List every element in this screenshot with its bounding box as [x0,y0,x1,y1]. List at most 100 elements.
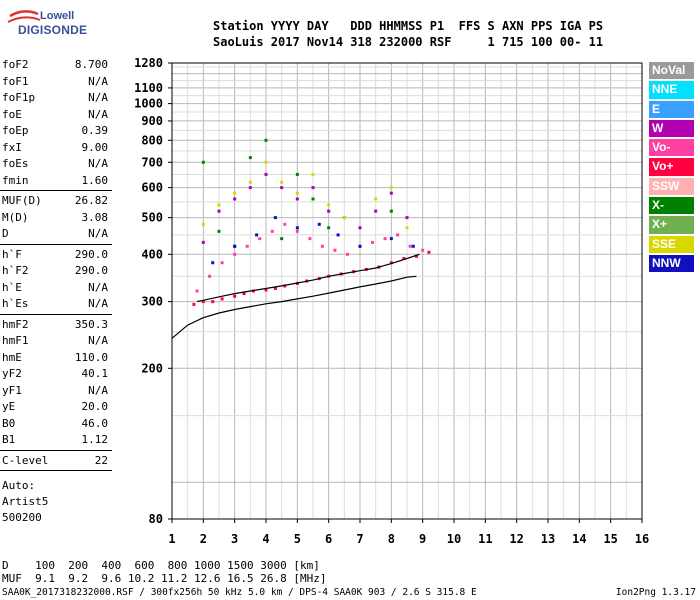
echo-point [421,248,425,252]
param-group-2: MUF(D) 26.82 M(D) 3.08 D N/A [0,193,112,243]
param-separator [0,470,112,471]
y-tick-label: 700 [141,155,163,169]
logo-mark-icon [7,10,41,23]
echo-point [389,209,393,213]
param-row: foF1p N/A [0,90,112,107]
param-value: 1.60 [81,173,109,187]
param-value: N/A [88,74,108,88]
x-tick-label: 6 [325,532,332,546]
muf-frequency-row: MUF 9.1 9.2 9.6 10.2 11.2 12.6 16.5 26.8… [2,572,327,585]
echo-point [411,244,415,248]
param-row: hmF1 N/A [0,333,112,350]
header-line-1: Station YYYY DAY DDD HHMMSS P1 FFS S AXN… [213,19,604,33]
echo-point [295,191,299,195]
x-tick-label: 13 [541,532,555,546]
echo-point [233,252,237,256]
param-label: hmE [2,350,22,364]
param-value: 290.0 [74,264,108,277]
param-group-5: C-level 22 [0,453,112,470]
param-value: 20.0 [81,400,109,413]
echo-point [333,248,337,252]
echo-point [195,289,199,293]
param-value: 8.700 [74,58,108,71]
param-label: foF1p [2,91,36,104]
legend-item: X- [649,197,694,215]
echo-point [220,297,224,301]
polarization-legend: NoVal NNE E W Vo- Vo+ SSW X- X+ SSE NNW [649,62,694,274]
echo-point [192,302,196,306]
param-row: hmF2 350.3 [0,317,112,334]
header-line-2: SaoLuis 2017 Nov14 318 232000 RSF 1 715 … [213,35,604,49]
param-value: 40.1 [81,367,109,380]
param-row: h`Es N/A [0,296,112,313]
legend-item: SSE [649,235,694,253]
echo-point [211,261,215,265]
legend-item: X+ [649,216,694,234]
echo-point [208,274,212,278]
x-tick-label: 4 [262,532,269,546]
x-tick-label: 9 [419,532,426,546]
param-value: N/A [88,107,108,121]
param-label: h`F2 [2,264,29,277]
y-tick-label: 400 [141,247,163,261]
echo-point [280,186,284,190]
echo-point [414,254,418,258]
echo-point [427,250,431,254]
param-label: yF1 [2,383,22,397]
param-value: 110.0 [74,350,108,364]
param-label: yF2 [2,367,22,380]
param-label: D [2,227,9,240]
x-tick-label: 2 [200,532,207,546]
echo-point [383,237,387,241]
y-tick-label: 800 [141,133,163,147]
param-label: foEs [2,157,29,170]
param-row: hmE 110.0 [0,350,112,367]
y-tick-label: 80 [149,512,163,526]
param-label: hmF1 [2,334,29,347]
legend-item: Vo+ [649,158,694,176]
legend-item: SSW [649,177,694,196]
file-info-footer: SAA0K_2017318232000.RSF / 300fx256h 50 k… [2,587,477,598]
param-group-4: hmF2 350.3 hmF1 N/A hmE 110.0 yF2 40.1 yF1 N/A yE 2… [0,317,112,449]
param-row: foEp 0.39 [0,123,112,140]
x-tick-label: 1 [168,532,175,546]
echo-point [405,216,409,220]
echo-point [358,226,362,230]
legend-item: E [649,100,694,118]
artist-info: Auto: Artist5 500200 [2,478,48,526]
echo-point [264,160,268,164]
echo-point [327,209,331,213]
echo-point [211,300,215,304]
param-label: h`F [2,247,22,261]
x-tick-label: 14 [572,532,586,546]
param-row: foF2 8.700 [0,57,112,74]
echo-point [264,172,268,176]
echo-point [374,197,378,201]
x-tick-label: 5 [294,532,301,546]
echo-point [311,172,315,176]
param-value: N/A [88,91,108,104]
legend-item: NNE [649,81,694,99]
x-tick-label: 3 [231,532,238,546]
echo-point [317,222,321,226]
param-value: 9.00 [81,140,109,154]
echo-point [389,186,393,190]
artist-line-3: 500200 [2,511,42,524]
param-row: h`F 290.0 [0,247,112,264]
param-group-1: foF2 8.700 foF1 N/A foF1p N/A foE N/A foEp 0.39 fx… [0,57,112,189]
echo-point [248,156,252,160]
echo-point [273,216,277,220]
y-tick-label: 600 [141,181,163,195]
param-separator [0,449,112,451]
legend-item: Vo- [649,139,694,157]
echo-point [201,240,205,244]
param-value: 46.0 [81,416,109,430]
param-label: foF1 [2,74,29,88]
echo-point [245,244,249,248]
param-row: fmin 1.60 [0,173,112,190]
param-value: 290.0 [74,247,108,261]
echo-point [402,256,406,260]
param-row: MUF(D) 26.82 [0,193,112,210]
param-row: D N/A [0,226,112,243]
y-tick-label: 900 [141,114,163,128]
